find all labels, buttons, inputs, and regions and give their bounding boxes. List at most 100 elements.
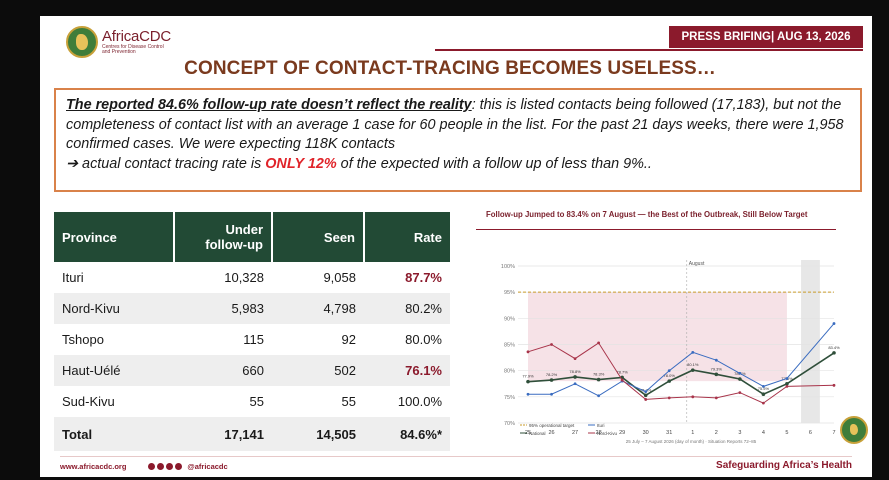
- x-tick-label: 2: [715, 430, 718, 436]
- data-point: [573, 382, 577, 386]
- footer-tagline: Safeguarding Africa’s Health: [716, 460, 852, 471]
- data-point: [667, 379, 672, 383]
- y-tick-label: 90%: [504, 316, 515, 322]
- cell-province: Tshopo: [62, 332, 104, 347]
- data-label: 78.3%: [593, 372, 605, 377]
- website-link[interactable]: www.africacdc.org: [60, 462, 127, 471]
- data-point: [714, 358, 718, 362]
- data-point: [761, 384, 765, 388]
- table-row: Tshopo 115 92 80.0%: [54, 324, 450, 355]
- cell-rate: 87.7%: [405, 270, 442, 285]
- x-icon[interactable]: [148, 463, 156, 470]
- social-links: @africacdc: [148, 462, 228, 471]
- data-point: [785, 377, 789, 380]
- slide: AfricaCDC Centres for Disease Control an…: [40, 16, 872, 477]
- data-point: [714, 396, 718, 400]
- cell-province: Ituri: [62, 270, 84, 285]
- y-tick-label: 85%: [504, 343, 515, 349]
- youtube-icon[interactable]: [166, 463, 174, 470]
- data-point: [526, 350, 530, 354]
- data-label: 80.1%: [687, 362, 699, 367]
- y-tick-label: 75%: [504, 395, 515, 401]
- logo-name: AfricaCDC: [102, 27, 172, 45]
- x-axis-label: 25 July – 7 August 2026 (day of month) ·…: [626, 439, 757, 444]
- shade-region: [528, 292, 787, 382]
- cell-under: 660: [174, 355, 272, 386]
- table-total-row: Total 17,141 14,505 84.6%*: [54, 417, 450, 451]
- x-tick-label: 7: [832, 430, 835, 436]
- cell-seen: 92: [341, 332, 356, 347]
- data-point: [761, 401, 765, 405]
- data-label: 78.7%: [616, 369, 628, 374]
- cell-under: 10,328: [224, 270, 264, 285]
- table-row: Haut-Uélé 660 502 76.1%: [54, 355, 450, 386]
- data-point: [738, 371, 742, 375]
- cell-rate: 80.2%: [364, 293, 450, 324]
- africa-emblem-icon: [66, 26, 98, 58]
- footer-contact: www.africacdc.org @africacdc: [60, 462, 228, 471]
- data-point: [714, 372, 719, 377]
- legend-label: Nord-Kivu: [597, 431, 618, 436]
- data-point: [667, 369, 671, 373]
- data-point: [573, 357, 577, 361]
- data-point: [620, 378, 624, 382]
- facebook-icon[interactable]: [157, 463, 165, 470]
- header-rate: Rate: [364, 212, 450, 262]
- data-point: [573, 375, 577, 379]
- instagram-icon[interactable]: [175, 463, 183, 470]
- data-point: [832, 351, 836, 355]
- cell-rate: 100.0%: [397, 394, 442, 409]
- cell-seen: 9,058: [323, 270, 356, 285]
- cell-rate: 80.0%: [405, 332, 442, 347]
- x-tick-label: 5: [785, 430, 788, 436]
- data-point: [596, 377, 601, 382]
- data-point: [785, 381, 789, 386]
- header-province: Province: [54, 212, 175, 262]
- callout-conclusion-b: of the expected with a follow up of less…: [336, 155, 652, 172]
- data-point: [643, 393, 648, 398]
- callout-lead: The reported 84.6% follow-up rate doesn’…: [66, 97, 472, 113]
- x-tick-label: 30: [643, 430, 649, 436]
- data-point: [526, 392, 530, 396]
- x-tick-label: 1: [691, 430, 694, 436]
- data-label: 78.8%: [569, 369, 581, 374]
- social-handle: @africacdc: [187, 462, 228, 471]
- arrow-icon: ➔: [66, 155, 79, 172]
- data-point: [550, 343, 553, 346]
- data-point: [761, 392, 766, 397]
- header-under: Under follow-up: [174, 212, 273, 262]
- data-point: [691, 395, 695, 399]
- header-seen: Seen: [272, 212, 365, 262]
- callout-highlight: ONLY 12%: [265, 155, 337, 172]
- cell-under: 5,983: [174, 293, 272, 324]
- cell-rate: 84.6%*: [364, 417, 450, 451]
- x-tick-label: 6: [809, 430, 812, 436]
- logo-subtitle: Centres for Disease Control and Preventi…: [102, 43, 164, 55]
- y-tick-label: 100%: [501, 264, 515, 270]
- cell-rate: 76.1%: [364, 355, 450, 386]
- x-tick-label: 29: [619, 430, 625, 436]
- press-briefing-badge: PRESS BRIFING| AUG 13, 2026: [669, 26, 863, 48]
- data-point: [550, 392, 553, 396]
- x-tick-label: 25: [525, 430, 531, 436]
- x-tick-label: 31: [666, 430, 672, 436]
- y-tick-label: 95%: [504, 290, 515, 296]
- chart-title: Follow-up Jumped to 83.4% on 7 August — …: [486, 210, 808, 219]
- data-point: [691, 350, 695, 354]
- x-tick-label: 26: [548, 430, 554, 436]
- data-label: 77.9%: [522, 374, 534, 379]
- x-tick-label: 4: [762, 430, 765, 436]
- footer-divider: [60, 456, 852, 457]
- cell-seen: 4,798: [272, 293, 364, 324]
- data-point: [738, 391, 742, 395]
- callout-box: The reported 84.6% follow-up rate doesn’…: [54, 88, 862, 192]
- table-row: Nord-Kivu 5,983 4,798 80.2%: [54, 293, 450, 324]
- data-point: [597, 394, 601, 398]
- data-point: [690, 368, 695, 372]
- cell-under: 17,141: [174, 417, 272, 451]
- table-header-row: Province Under follow-up Seen Rate: [54, 212, 450, 262]
- callout-body: : this is listed contacts being followed…: [66, 97, 844, 152]
- data-point: [832, 322, 836, 325]
